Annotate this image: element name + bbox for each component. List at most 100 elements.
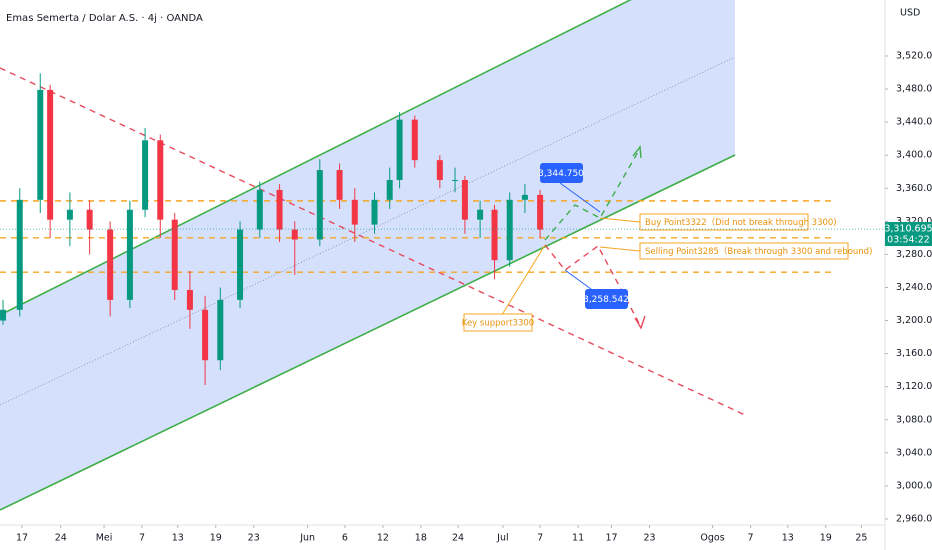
candle-body: [386, 179, 393, 200]
connector: [564, 269, 596, 293]
y-tick-label: 2,960.000: [896, 513, 932, 524]
candle-body: [86, 209, 93, 230]
note-box: [463, 313, 533, 332]
x-tick-label: 13: [782, 533, 794, 544]
x-tick-label: 23: [248, 533, 260, 544]
x-tick-label: 7: [139, 533, 145, 544]
candle-body: [506, 199, 513, 261]
candle-body: [351, 199, 358, 225]
buy-note: Buy Point3322（Did not break through 3300…: [645, 217, 837, 228]
channel-fill: [0, 0, 735, 510]
x-tick-label: Ogos: [700, 533, 724, 544]
candle-body: [537, 194, 544, 230]
y-tick-label: 3,200.000: [896, 315, 932, 326]
x-tick-label: 7: [748, 533, 754, 544]
countdown: 03:54:22: [887, 235, 930, 246]
y-tick-label: 3,040.000: [896, 447, 932, 458]
x-tick-label: 7: [537, 533, 543, 544]
candle-body: [16, 199, 23, 310]
candle-body: [47, 89, 54, 220]
y-tick-label: 3,400.000: [896, 150, 932, 161]
candle-body: [237, 229, 244, 300]
channel-midline: [0, 56, 736, 406]
sell-note: Selling Point3285（Break through 3300 and…: [645, 246, 872, 257]
y-tick-label: 3,160.000: [896, 348, 932, 359]
candle-body: [217, 299, 224, 361]
x-tick-label: 12: [377, 533, 389, 544]
candle-body: [256, 189, 263, 230]
x-tick-label: Jul: [496, 533, 508, 544]
note-box: [639, 213, 809, 231]
candle-body: [107, 229, 114, 300]
x-tick-label: 11: [572, 533, 584, 544]
y-tick-label: 3,520.000: [896, 50, 932, 61]
candle-body: [491, 209, 498, 261]
x-tick-label: 19: [820, 533, 832, 544]
candle-body: [477, 209, 484, 220]
candle-body: [336, 170, 343, 200]
candle-body: [316, 170, 323, 240]
candle-body: [461, 179, 468, 220]
x-tick-label: 24: [452, 533, 464, 544]
y-tick-label: 3,120.000: [896, 381, 932, 392]
candle-body: [157, 140, 164, 220]
price-axis-bg: [885, 0, 932, 550]
x-tick-label: 24: [55, 533, 67, 544]
target-label: 3,258.542: [583, 295, 629, 305]
candle-body: [371, 199, 378, 225]
connector: [599, 217, 641, 223]
bull-scenario: [544, 151, 639, 241]
x-tick-label: 17: [605, 533, 617, 544]
candle-body: [202, 309, 209, 361]
candle-body: [126, 209, 133, 300]
y-tick-label: 3,440.000: [896, 117, 932, 128]
connector: [559, 182, 601, 213]
resistance-label: 3,344.750: [538, 169, 584, 179]
candle-body: [37, 89, 44, 200]
x-tick-label: 23: [643, 533, 655, 544]
x-tick-label: 17: [16, 533, 28, 544]
downtrend-line: [0, 67, 746, 416]
candle-body: [142, 140, 149, 210]
x-tick-label: 25: [855, 533, 867, 544]
x-tick-label: 6: [342, 533, 348, 544]
candle-body: [411, 119, 418, 161]
connector: [599, 246, 641, 252]
y-tick-label: 3,240.000: [896, 282, 932, 293]
y-tick-label: 3,480.000: [896, 84, 932, 95]
x-tick-label: 13: [172, 533, 184, 544]
candle-body: [436, 160, 443, 180]
chart-title: Emas Semerta / Dolar A.S. · 4j · OANDA: [6, 13, 203, 24]
candle-body: [276, 189, 283, 230]
bull-arrowhead: [632, 145, 642, 159]
connector: [499, 244, 546, 319]
candle-body: [291, 229, 298, 240]
bear-scenario: [544, 244, 641, 326]
support-note: Key support3300: [462, 319, 534, 329]
y-tick-label: 3,280.000: [896, 249, 932, 260]
time-axis-bg: [0, 525, 885, 550]
channel-lower: [0, 154, 736, 511]
candle-body: [171, 219, 178, 290]
x-tick-label: 19: [210, 533, 222, 544]
level-box: [540, 163, 583, 183]
y-tick-label: 3,080.000: [896, 414, 932, 425]
candle-body: [452, 179, 459, 181]
bear-arrowhead: [634, 315, 646, 330]
x-tick-label: Jun: [299, 533, 315, 544]
candle-body: [66, 209, 73, 220]
candle-body: [521, 194, 528, 200]
x-tick-label: 18: [415, 533, 427, 544]
candle-body: [186, 289, 193, 310]
last-price-label: 3,310.695: [884, 224, 932, 235]
x-tick-label: Mei: [96, 533, 113, 544]
y-tick-label: 3,360.000: [896, 183, 932, 194]
currency: USD: [900, 8, 920, 19]
note-box: [639, 242, 849, 260]
candle-body: [0, 309, 7, 321]
candle-body: [396, 119, 403, 180]
level-box: [585, 289, 628, 309]
y-tick-label: 3,320.000: [896, 216, 932, 227]
last-price-box: [885, 222, 932, 247]
